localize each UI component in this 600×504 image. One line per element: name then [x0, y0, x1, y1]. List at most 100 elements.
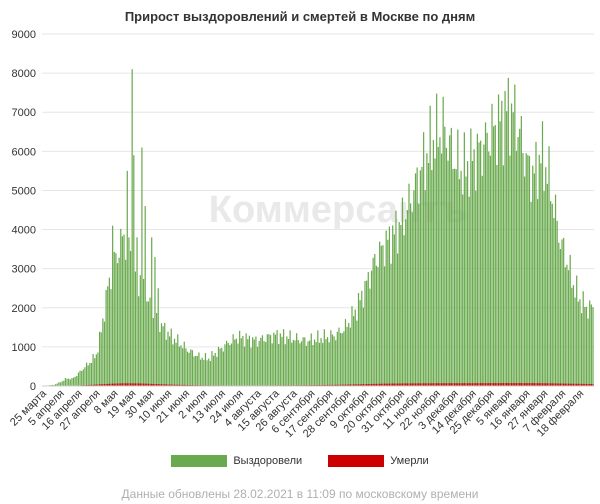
bar-recovered — [444, 126, 446, 386]
bar-died — [574, 383, 576, 386]
bar-recovered — [222, 351, 224, 386]
bar-died — [517, 383, 519, 386]
bar-recovered — [527, 155, 529, 386]
bar-died — [351, 384, 353, 386]
bar-died — [346, 384, 348, 386]
bar-died — [401, 383, 404, 386]
bar-died — [411, 383, 413, 386]
bar-recovered — [502, 165, 505, 386]
bar-died — [580, 383, 583, 386]
bar-recovered — [243, 346, 246, 386]
bar-recovered — [299, 343, 301, 386]
bar-recovered — [77, 372, 80, 386]
bar-died — [421, 383, 423, 386]
y-tick-label: 9000 — [12, 29, 36, 41]
bar-recovered — [72, 377, 75, 386]
bar-recovered — [278, 344, 280, 386]
bar-died — [532, 383, 534, 386]
bar-died — [107, 383, 109, 386]
bar-died — [138, 383, 140, 386]
bar-recovered — [514, 84, 516, 387]
bar-recovered — [546, 183, 548, 386]
bar-died — [159, 384, 161, 386]
bar-recovered — [351, 306, 353, 386]
y-tick-label: 1000 — [12, 342, 36, 354]
bar-recovered — [162, 326, 164, 386]
bar-recovered — [491, 103, 493, 387]
bar-recovered — [305, 345, 308, 386]
bar-died — [115, 383, 117, 386]
bar-recovered — [66, 378, 68, 386]
bar-died — [431, 383, 433, 386]
legend-item-recovered[interactable]: Выздоровели — [171, 455, 302, 467]
bar-recovered — [478, 142, 480, 386]
bar-recovered — [250, 347, 252, 386]
bar-recovered — [344, 319, 347, 386]
bar-recovered — [147, 301, 150, 386]
bar-recovered — [361, 290, 363, 386]
bar-recovered — [460, 170, 462, 386]
bar-recovered — [506, 111, 508, 386]
bar-recovered — [100, 332, 102, 386]
bar-recovered — [453, 168, 456, 386]
bar-recovered — [338, 327, 340, 386]
bar-recovered — [204, 353, 207, 386]
bar-recovered — [234, 339, 236, 386]
bar-recovered — [486, 132, 488, 386]
bar-recovered — [113, 251, 115, 386]
y-tick-label: 2000 — [12, 303, 36, 315]
bar-recovered — [468, 196, 470, 386]
bar-died — [554, 383, 557, 386]
bar-recovered — [403, 235, 405, 386]
bar-died — [149, 383, 151, 386]
bar-died — [362, 384, 364, 386]
bar-recovered — [273, 332, 275, 386]
bar-recovered — [590, 304, 592, 386]
legend-item-died[interactable]: Умерли — [328, 455, 429, 467]
bar-died — [330, 384, 332, 386]
bar-recovered — [356, 320, 358, 386]
bar-recovered — [211, 351, 213, 386]
bar-recovered — [398, 222, 400, 386]
bar-died — [493, 383, 495, 386]
bar-recovered — [79, 370, 81, 386]
bar-recovered — [320, 338, 322, 386]
bar-recovered — [131, 69, 133, 386]
bar-recovered — [208, 358, 210, 386]
bar-died — [504, 383, 506, 386]
bar-recovered — [377, 267, 379, 386]
bar-recovered — [159, 331, 161, 386]
bar-died — [331, 384, 334, 386]
bar-recovered — [372, 257, 374, 386]
bar-recovered — [535, 141, 537, 386]
bar-recovered — [271, 343, 273, 386]
bar-recovered — [186, 351, 189, 386]
bar-recovered — [253, 339, 255, 386]
bar-died — [486, 383, 488, 386]
bar-died — [480, 383, 482, 386]
bar-recovered — [82, 369, 84, 386]
bar-died — [515, 383, 518, 386]
bar-died — [164, 384, 166, 386]
bar-recovered — [471, 160, 474, 386]
bar-died — [455, 383, 457, 386]
bar-died — [432, 383, 435, 386]
bar-died — [129, 383, 132, 386]
bar-died — [403, 383, 405, 386]
bar-recovered — [304, 337, 306, 386]
y-tick-label: 7000 — [12, 107, 36, 119]
bar-died — [382, 383, 384, 386]
bar-died — [87, 384, 89, 386]
bar-recovered — [240, 338, 242, 386]
bar-died — [178, 384, 180, 386]
bar-died — [569, 383, 571, 386]
bar-died — [424, 383, 426, 386]
bar-died — [457, 383, 459, 386]
bar-recovered — [232, 334, 234, 386]
bar-recovered — [105, 289, 107, 386]
bar-recovered — [335, 340, 337, 386]
bar-died — [533, 383, 535, 386]
bar-recovered — [406, 210, 408, 386]
bar-recovered — [108, 277, 110, 386]
